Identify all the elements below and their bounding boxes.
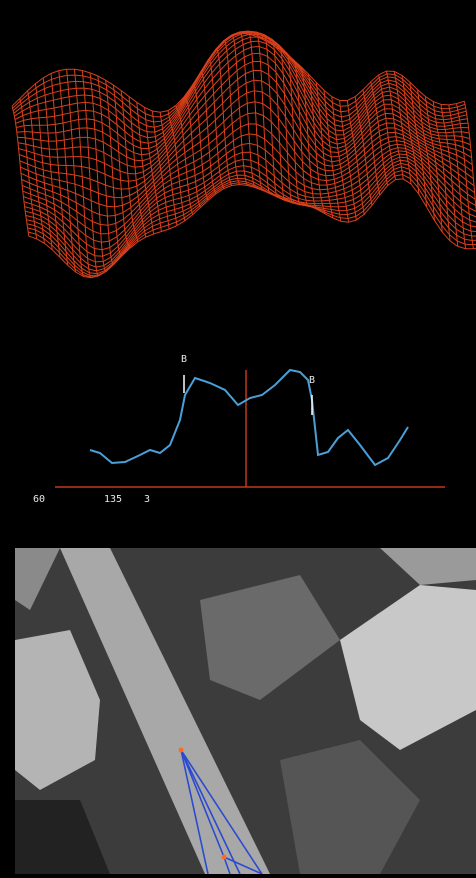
axis-label: 3 — [144, 494, 150, 505]
marker-label: B — [181, 354, 187, 365]
page: B B 60 135 3 (() => { const data = JSON.… — [0, 0, 476, 874]
axis-label: 60 — [33, 494, 45, 505]
marker-label: B — [309, 375, 315, 386]
axis-label: 135 — [104, 494, 122, 505]
display: B B 60 135 3 — [0, 0, 476, 874]
point — [222, 855, 227, 860]
point — [179, 748, 184, 753]
aerial-image — [15, 548, 476, 874]
